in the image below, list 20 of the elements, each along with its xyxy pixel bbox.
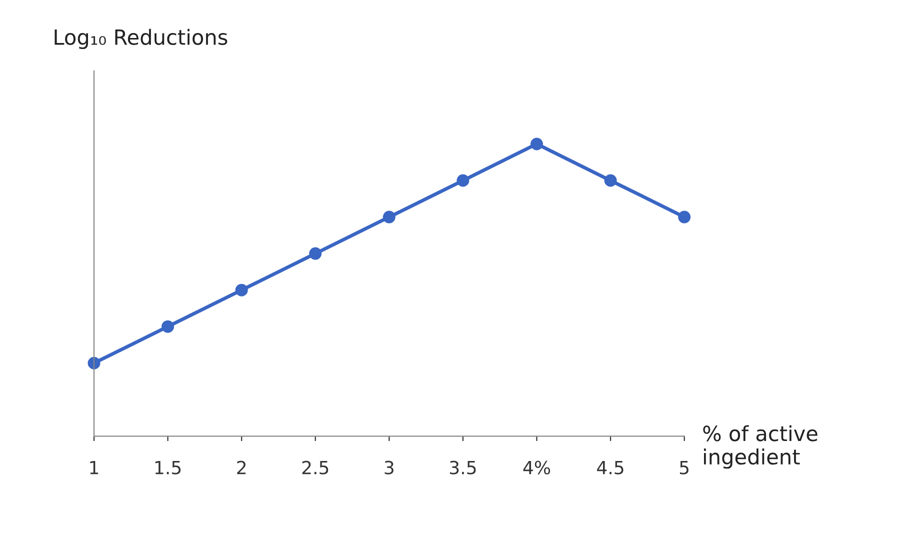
x-tick-label: 3: [384, 460, 394, 474]
point: [88, 356, 100, 370]
x-tick-label: 4%: [523, 460, 550, 474]
x-tick-label: 3.5: [450, 460, 476, 474]
y-axis-title: Log₁₀ Reductions: [54, 28, 228, 50]
point: [309, 247, 322, 260]
point: [604, 174, 617, 187]
x-tick-label: 4.5: [597, 461, 624, 474]
x-tick-label: 1.5: [155, 461, 181, 474]
point: [456, 174, 470, 187]
x-tick-label: 5: [680, 461, 688, 474]
point: [382, 210, 396, 224]
x-tick-label: 2: [237, 460, 246, 474]
x-tick-label: 2.5: [302, 460, 328, 474]
point: [235, 284, 248, 296]
x-tick-label: 1: [90, 461, 98, 474]
point: [678, 210, 691, 224]
x-axis-title: % of active ingedient: [703, 425, 818, 469]
point: [162, 320, 174, 333]
point: [530, 138, 543, 150]
